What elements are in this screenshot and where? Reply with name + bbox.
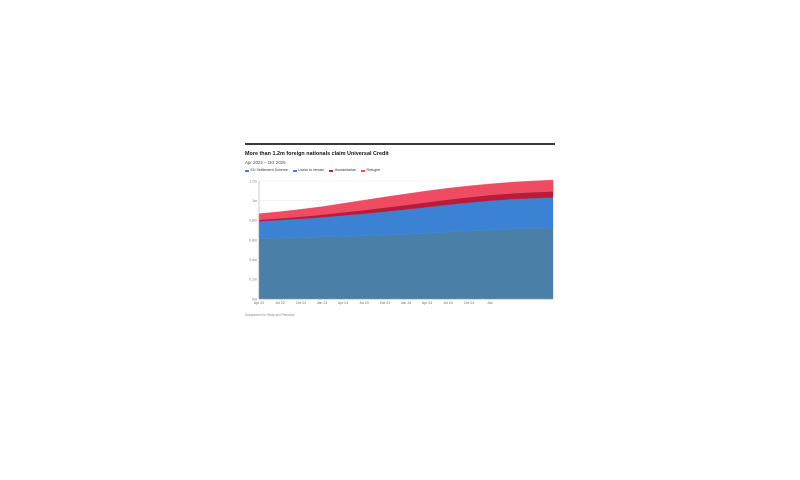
legend-label: Leave to remain (298, 168, 325, 173)
header-rule (245, 143, 555, 145)
x-tick-label: Jan 24 (401, 301, 412, 305)
legend-item-eu-settlement-scheme[interactable]: EU Settlement Scheme (245, 169, 288, 173)
x-tick-label: Oct 23 (380, 301, 390, 305)
x-tick-label: Jul 23 (359, 301, 368, 305)
chart-title: More than 1.2m foreign nationals claim U… (245, 150, 389, 157)
y-tick-label: 0m (252, 297, 257, 301)
y-tick-label: 0.2m (249, 277, 257, 281)
y-tick-label: 1m (252, 199, 257, 203)
x-tick-label: Apr 22 (254, 301, 264, 305)
x-tick-label: Oct 24 (464, 301, 474, 305)
area-band-refugee (258, 179, 554, 220)
y-axis-ticks: 0m 0.2m 0.4m 0.6m 0.8m 1m 1.2m (249, 179, 257, 301)
x-tick-label: Jan (487, 301, 493, 305)
legend-label: EU Settlement Scheme (250, 168, 288, 173)
area-band-eu-settlement-scheme (258, 227, 554, 299)
y-tick-label: 1.2m (249, 179, 257, 183)
legend-label: Humanitarian (334, 168, 357, 173)
y-tick-label: 0.8m (249, 218, 257, 222)
legend-swatch-icon (329, 170, 334, 172)
x-axis-ticks: Apr 22 Jul 22 Oct 22 Jan 23 Apr 23 Jul 23 Oct … (254, 301, 493, 305)
legend-item-refugee[interactable]: Refugee (361, 169, 380, 173)
x-tick-label: Jan 23 (317, 301, 328, 305)
chart-legend: EU Settlement Scheme Leave to remain Human… (245, 169, 555, 173)
area-bands (258, 179, 554, 299)
plot-area: 0m 0.2m 0.4m 0.6m 0.8m 1m 1.2m Apr 22 Jul 22 Oct… (245, 178, 555, 310)
stacked-area-chart: 0m 0.2m 0.4m 0.6m 0.8m 1m 1.2m Apr 22 Jul 22 Oct… (249, 179, 554, 305)
legend-swatch-icon (292, 170, 297, 172)
y-tick-label: 0.6m (249, 238, 257, 242)
axis-lines (258, 180, 553, 300)
x-tick-label: Apr 24 (422, 301, 432, 305)
legend-swatch-icon (245, 170, 249, 172)
x-tick-label: Jul 22 (275, 301, 284, 305)
x-tick-label: Jul 24 (443, 301, 452, 305)
legend-item-humanitarian[interactable]: Humanitarian (329, 169, 356, 173)
legend-item-leave-to-remain[interactable]: Leave to remain (292, 168, 325, 173)
x-tick-label: Apr 23 (338, 301, 348, 305)
legend-swatch-icon (361, 170, 366, 172)
chart-figure: More than 1.2m foreign nationals claim U… (245, 143, 555, 318)
y-tick-label: 0.4m (249, 258, 257, 262)
chart-subtitle: Apr 2022 – Oct 2025 (245, 159, 286, 165)
source-note: Department for Work and Pensions (245, 312, 295, 317)
x-tick-label: Oct 22 (296, 301, 306, 305)
legend-label: Refugee (366, 168, 381, 173)
